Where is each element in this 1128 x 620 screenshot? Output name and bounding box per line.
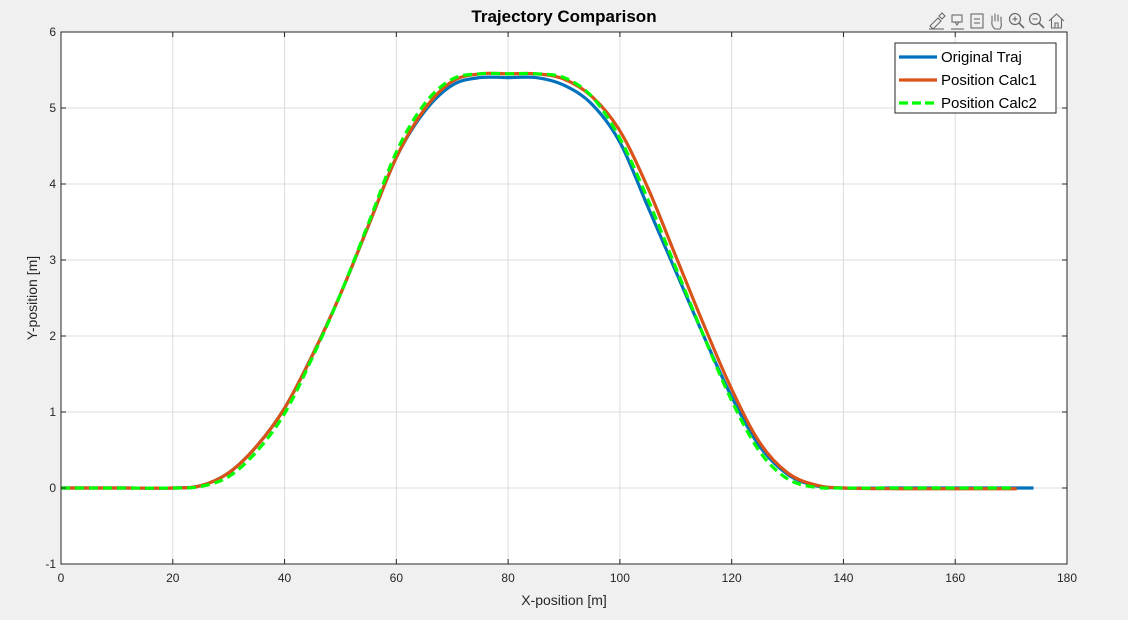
- x-axis-label: X-position [m]: [521, 592, 607, 608]
- axes-box: [60, 31, 1068, 565]
- y-tick-label: 1: [49, 405, 56, 419]
- y-tick-label: -1: [45, 557, 56, 571]
- zoom-in-icon[interactable]: [1008, 12, 1025, 29]
- x-tick-label: 40: [278, 571, 292, 585]
- brush-icon[interactable]: [929, 12, 946, 30]
- x-tick-label: 20: [166, 571, 180, 585]
- x-tick-label: 180: [1057, 571, 1077, 585]
- x-tick-label: 100: [610, 571, 630, 585]
- legend-label: Position Calc2: [941, 95, 1037, 112]
- data-tips-icon[interactable]: [951, 14, 964, 30]
- legend-label: Position Calc1: [941, 72, 1037, 89]
- chart-title: Trajectory Comparison: [471, 7, 656, 26]
- home-icon[interactable]: [1048, 13, 1065, 29]
- y-tick-label: 0: [49, 481, 56, 495]
- axes-toolbar: [929, 12, 1065, 30]
- x-tick-label: 160: [945, 571, 965, 585]
- y-tick-label: 6: [49, 25, 56, 39]
- y-tick-label: 4: [49, 177, 56, 191]
- y-tick-label: 5: [49, 101, 56, 115]
- x-tick-label: 140: [833, 571, 853, 585]
- legend-label: Original Traj: [941, 49, 1022, 66]
- y-axis-label: Y-position [m]: [24, 256, 40, 340]
- x-tick-label: 0: [58, 571, 65, 585]
- x-tick-label: 120: [722, 571, 742, 585]
- legend[interactable]: Original Traj Position Calc1 Position Calc…: [894, 42, 1057, 114]
- y-tick-label: 2: [49, 329, 56, 343]
- zoom-out-icon[interactable]: [1028, 12, 1045, 29]
- legend-box: [894, 42, 1057, 114]
- y-tick-label: 3: [49, 253, 56, 267]
- pan-hand-icon[interactable]: [991, 13, 1002, 30]
- series-line-position-calc2[interactable]: [61, 71, 1012, 490]
- x-tick-label: 60: [390, 571, 404, 585]
- restore-view-icon[interactable]: [970, 13, 984, 29]
- x-tick-label: 80: [501, 571, 515, 585]
- data-lines: [61, 71, 1034, 491]
